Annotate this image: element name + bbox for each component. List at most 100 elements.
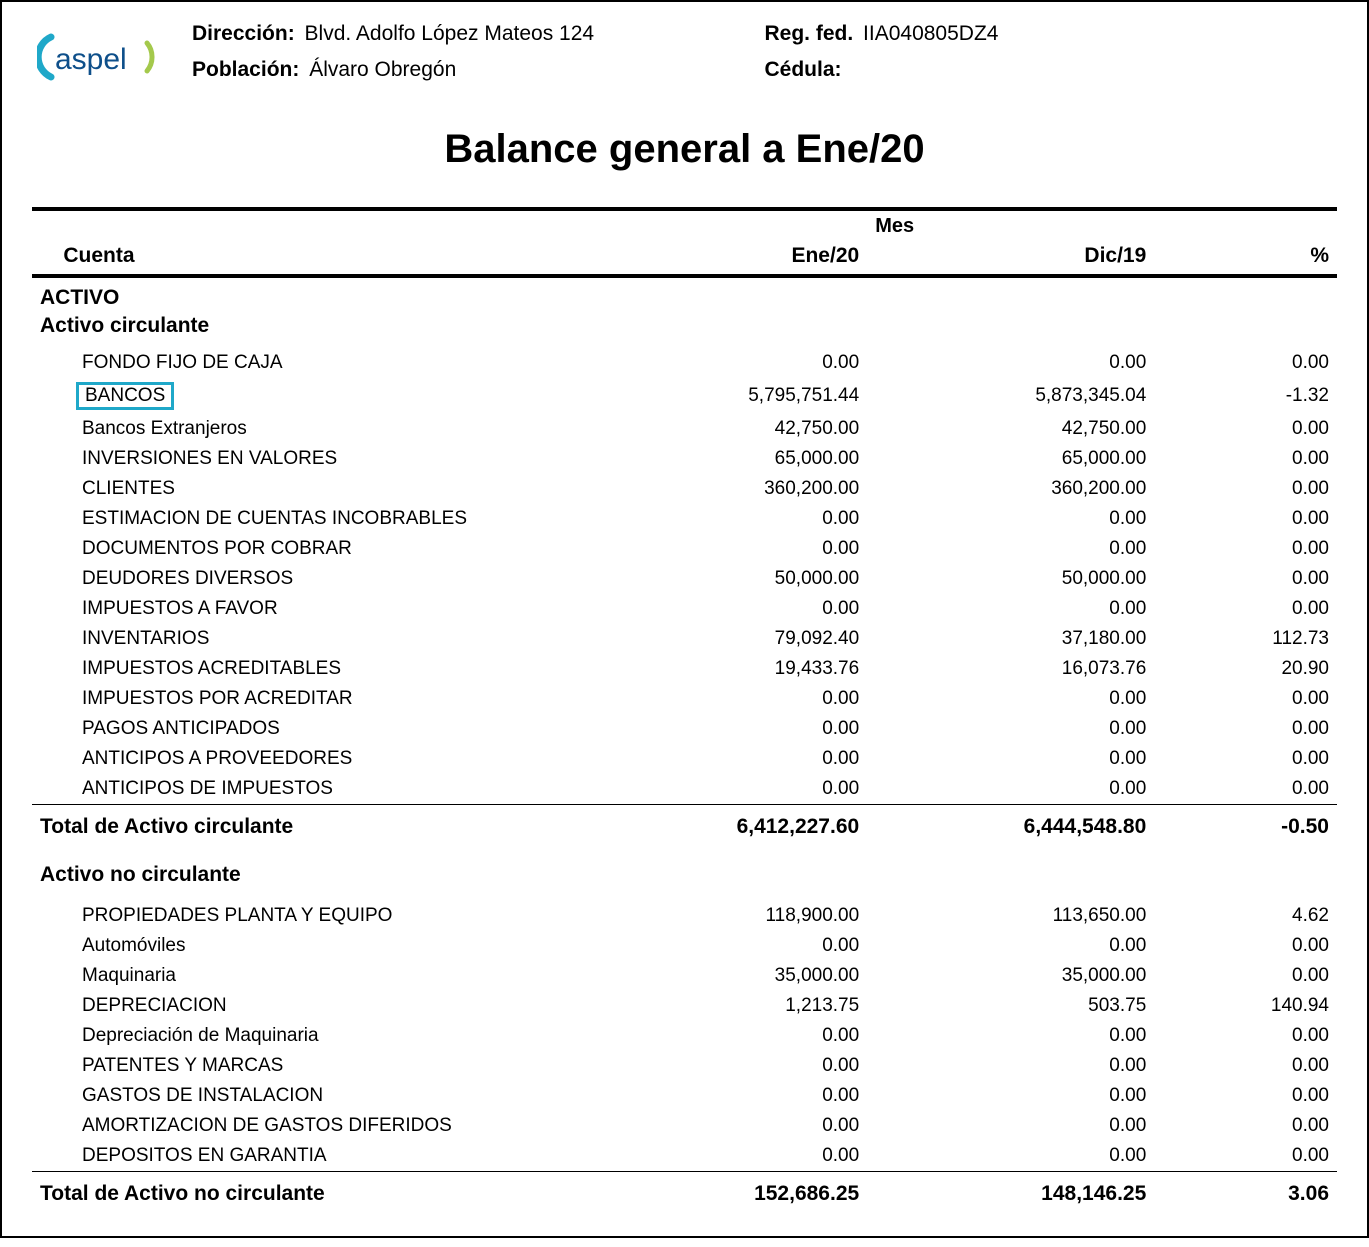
value-period1: 118,900.00 bbox=[606, 901, 867, 931]
value-period2: 35,000.00 bbox=[867, 961, 1154, 991]
value-pct: 0.00 bbox=[1154, 961, 1337, 991]
section-circulante: Activo circulante bbox=[32, 312, 1337, 348]
value-period1: 50,000.00 bbox=[606, 564, 867, 594]
value-period1: 0.00 bbox=[606, 1081, 867, 1111]
account-name: Automóviles bbox=[32, 931, 606, 961]
total-circ-v1: 6,412,227.60 bbox=[606, 805, 867, 850]
table-row: DEPRECIACION1,213.75503.75140.94 bbox=[32, 991, 1337, 1021]
value-pct: 0.00 bbox=[1154, 534, 1337, 564]
table-row: DEUDORES DIVERSOS50,000.0050,000.000.00 bbox=[32, 564, 1337, 594]
value-pct: 0.00 bbox=[1154, 744, 1337, 774]
table-row: Bancos Extranjeros42,750.0042,750.000.00 bbox=[32, 414, 1337, 444]
col-period2: Dic/19 bbox=[867, 238, 1154, 276]
account-name: IMPUESTOS POR ACREDITAR bbox=[32, 684, 606, 714]
value-period2: 360,200.00 bbox=[867, 474, 1154, 504]
report-page: aspel Dirección: Blvd. Adolfo López Mate… bbox=[0, 0, 1369, 1238]
poblacion-label: Población: bbox=[192, 58, 299, 81]
table-row: BANCOS5,795,751.445,873,345.04-1.32 bbox=[32, 378, 1337, 414]
account-name: FONDO FIJO DE CAJA bbox=[32, 348, 606, 378]
total-nocirc-pct: 3.06 bbox=[1154, 1172, 1337, 1217]
mes-header-row: Mes bbox=[32, 209, 1337, 238]
value-period2: 0.00 bbox=[867, 504, 1154, 534]
header: aspel Dirección: Blvd. Adolfo López Mate… bbox=[32, 22, 1337, 92]
section-circulante-label: Activo circulante bbox=[32, 312, 1337, 348]
value-period2: 0.00 bbox=[867, 594, 1154, 624]
total-nocirc-v2: 148,146.25 bbox=[867, 1172, 1154, 1217]
column-header-row: Cuenta Ene/20 Dic/19 % bbox=[32, 238, 1337, 276]
account-name: ESTIMACION DE CUENTAS INCOBRABLES bbox=[32, 504, 606, 534]
section-activo: ACTIVO bbox=[32, 276, 1337, 312]
value-period1: 360,200.00 bbox=[606, 474, 867, 504]
poblacion-field: Población: Álvaro Obregón bbox=[192, 58, 765, 82]
total-circ-v2: 6,444,548.80 bbox=[867, 805, 1154, 850]
value-period2: 113,650.00 bbox=[867, 901, 1154, 931]
value-pct: 0.00 bbox=[1154, 504, 1337, 534]
value-period1: 42,750.00 bbox=[606, 414, 867, 444]
value-period2: 0.00 bbox=[867, 348, 1154, 378]
value-period2: 0.00 bbox=[867, 1021, 1154, 1051]
account-name: INVERSIONES EN VALORES bbox=[32, 444, 606, 474]
table-row: INVENTARIOS79,092.4037,180.00112.73 bbox=[32, 624, 1337, 654]
value-period1: 1,213.75 bbox=[606, 991, 867, 1021]
value-pct: 0.00 bbox=[1154, 414, 1337, 444]
value-pct: 0.00 bbox=[1154, 1141, 1337, 1172]
value-period2: 0.00 bbox=[867, 1141, 1154, 1172]
value-period1: 79,092.40 bbox=[606, 624, 867, 654]
account-name: AMORTIZACION DE GASTOS DIFERIDOS bbox=[32, 1111, 606, 1141]
regfed-field: Reg. fed. IIA040805DZ4 bbox=[765, 22, 1338, 46]
value-period2: 50,000.00 bbox=[867, 564, 1154, 594]
total-nocirc-label: Total de Activo no circulante bbox=[32, 1172, 606, 1217]
table-row: DEPOSITOS EN GARANTIA0.000.000.00 bbox=[32, 1141, 1337, 1172]
value-period2: 503.75 bbox=[867, 991, 1154, 1021]
table-row: AMORTIZACION DE GASTOS DIFERIDOS0.000.00… bbox=[32, 1111, 1337, 1141]
value-period1: 0.00 bbox=[606, 774, 867, 805]
section-no-circulante-label: Activo no circulante bbox=[32, 849, 1337, 901]
total-nocirc-v1: 152,686.25 bbox=[606, 1172, 867, 1217]
account-name: ANTICIPOS A PROVEEDORES bbox=[32, 744, 606, 774]
total-circ-label: Total de Activo circulante bbox=[32, 805, 606, 850]
account-name: PATENTES Y MARCAS bbox=[32, 1051, 606, 1081]
svg-text:aspel: aspel bbox=[55, 43, 127, 76]
value-period1: 35,000.00 bbox=[606, 961, 867, 991]
value-period2: 0.00 bbox=[867, 534, 1154, 564]
table-row: DOCUMENTOS POR COBRAR0.000.000.00 bbox=[32, 534, 1337, 564]
table-row: PAGOS ANTICIPADOS0.000.000.00 bbox=[32, 714, 1337, 744]
highlight-box: BANCOS bbox=[76, 382, 174, 410]
table-row: ANTICIPOS A PROVEEDORES0.000.000.00 bbox=[32, 744, 1337, 774]
value-period1: 0.00 bbox=[606, 594, 867, 624]
value-pct: 0.00 bbox=[1154, 444, 1337, 474]
value-period2: 37,180.00 bbox=[867, 624, 1154, 654]
aspel-logo: aspel bbox=[32, 22, 162, 92]
value-pct: 0.00 bbox=[1154, 594, 1337, 624]
report-title: Balance general a Ene/20 bbox=[32, 127, 1337, 172]
table-row: ANTICIPOS DE IMPUESTOS0.000.000.00 bbox=[32, 774, 1337, 805]
value-period1: 0.00 bbox=[606, 1021, 867, 1051]
table-row: Depreciación de Maquinaria0.000.000.00 bbox=[32, 1021, 1337, 1051]
value-pct: 0.00 bbox=[1154, 931, 1337, 961]
col-pct: % bbox=[1154, 238, 1337, 276]
value-period1: 0.00 bbox=[606, 684, 867, 714]
table-row: FONDO FIJO DE CAJA0.000.000.00 bbox=[32, 348, 1337, 378]
value-period2: 0.00 bbox=[867, 931, 1154, 961]
table-row: IMPUESTOS ACREDITABLES19,433.7616,073.76… bbox=[32, 654, 1337, 684]
value-period1: 19,433.76 bbox=[606, 654, 867, 684]
value-period2: 0.00 bbox=[867, 714, 1154, 744]
account-name: Bancos Extranjeros bbox=[32, 414, 606, 444]
poblacion-value: Álvaro Obregón bbox=[309, 58, 456, 81]
value-period2: 0.00 bbox=[867, 1111, 1154, 1141]
cedula-field: Cédula: bbox=[765, 58, 1338, 82]
table-row: Automóviles0.000.000.00 bbox=[32, 931, 1337, 961]
value-pct: 112.73 bbox=[1154, 624, 1337, 654]
table-row: INVERSIONES EN VALORES65,000.0065,000.00… bbox=[32, 444, 1337, 474]
table-row: IMPUESTOS A FAVOR0.000.000.00 bbox=[32, 594, 1337, 624]
value-pct: 0.00 bbox=[1154, 1081, 1337, 1111]
value-period2: 0.00 bbox=[867, 774, 1154, 805]
direccion-label: Dirección: bbox=[192, 22, 295, 45]
account-name: PAGOS ANTICIPADOS bbox=[32, 714, 606, 744]
account-name: ANTICIPOS DE IMPUESTOS bbox=[32, 774, 606, 805]
table-row: IMPUESTOS POR ACREDITAR0.000.000.00 bbox=[32, 684, 1337, 714]
value-period1: 0.00 bbox=[606, 714, 867, 744]
value-pct: 0.00 bbox=[1154, 684, 1337, 714]
value-period2: 0.00 bbox=[867, 684, 1154, 714]
regfed-value: IIA040805DZ4 bbox=[863, 22, 998, 45]
